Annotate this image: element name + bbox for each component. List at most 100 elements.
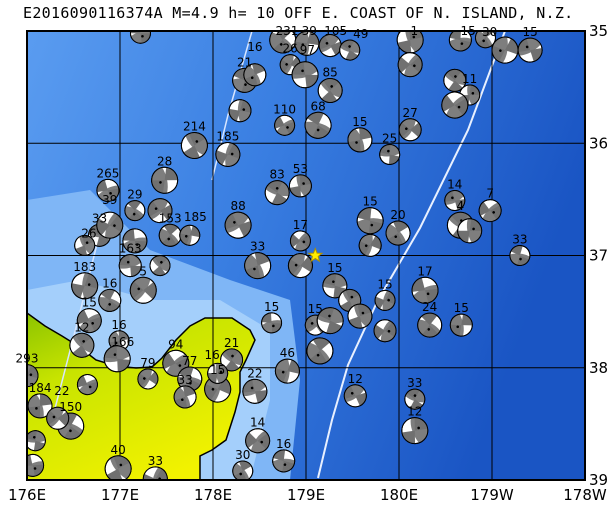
depth-label: 15 bbox=[454, 301, 469, 315]
beachball[interactable] bbox=[288, 174, 312, 198]
beachball[interactable] bbox=[346, 302, 374, 330]
beachball[interactable] bbox=[75, 372, 100, 397]
depth-label: 14 bbox=[250, 416, 265, 430]
beachball[interactable] bbox=[472, 24, 499, 51]
beachball[interactable] bbox=[447, 27, 473, 53]
beachball[interactable] bbox=[91, 207, 128, 244]
beachball[interactable] bbox=[95, 178, 120, 203]
beachball[interactable] bbox=[261, 176, 294, 209]
beachball[interactable] bbox=[94, 285, 125, 316]
beachball[interactable] bbox=[439, 65, 470, 96]
beachball[interactable] bbox=[129, 23, 151, 44]
beachball[interactable] bbox=[411, 276, 440, 305]
beachball[interactable] bbox=[65, 329, 98, 362]
beachball[interactable] bbox=[27, 393, 53, 419]
beachball[interactable] bbox=[378, 143, 402, 167]
beachball[interactable] bbox=[230, 458, 256, 484]
beachball[interactable] bbox=[261, 312, 283, 334]
beachball[interactable] bbox=[342, 382, 369, 409]
depth-label: 20 bbox=[390, 208, 405, 222]
beachball[interactable] bbox=[355, 230, 385, 260]
depth-label: 185 bbox=[184, 210, 207, 224]
beachball[interactable] bbox=[101, 452, 135, 486]
beachball[interactable] bbox=[134, 365, 162, 393]
beachball[interactable] bbox=[313, 303, 348, 338]
beachball[interactable] bbox=[272, 112, 298, 138]
beachball[interactable] bbox=[74, 305, 104, 335]
beachball[interactable] bbox=[516, 36, 544, 64]
beachball[interactable] bbox=[336, 36, 364, 64]
beachball[interactable] bbox=[302, 333, 338, 369]
main-event-star-marker[interactable] bbox=[307, 247, 324, 263]
beachball[interactable] bbox=[284, 249, 318, 283]
beachball[interactable] bbox=[292, 29, 322, 59]
beachball[interactable] bbox=[291, 61, 319, 89]
beachball[interactable] bbox=[316, 31, 344, 59]
beachball[interactable] bbox=[23, 428, 48, 453]
beachball[interactable] bbox=[122, 228, 148, 254]
depth-label: 5 bbox=[139, 264, 147, 278]
beachball[interactable] bbox=[118, 254, 142, 278]
depth-label: 15 bbox=[264, 300, 279, 314]
beachball[interactable] bbox=[172, 384, 198, 410]
depth-label: 15 bbox=[308, 302, 323, 316]
beachball[interactable] bbox=[121, 196, 149, 224]
depth-label: 88 bbox=[230, 199, 245, 213]
beachball[interactable] bbox=[216, 344, 247, 375]
beachball[interactable] bbox=[320, 271, 349, 300]
beachball[interactable] bbox=[226, 97, 253, 124]
beachball[interactable] bbox=[42, 403, 73, 434]
beachball[interactable] bbox=[241, 61, 268, 88]
depth-label: 49 bbox=[353, 27, 368, 41]
beachball[interactable] bbox=[212, 138, 244, 170]
beachball[interactable] bbox=[401, 385, 429, 413]
beachball[interactable] bbox=[270, 447, 297, 474]
beachball[interactable] bbox=[382, 217, 414, 249]
beachball[interactable] bbox=[206, 362, 229, 385]
beachball[interactable] bbox=[371, 287, 398, 314]
beachball[interactable] bbox=[242, 250, 273, 281]
depth-label: 24 bbox=[422, 300, 437, 314]
beachball[interactable] bbox=[265, 22, 301, 58]
beachball[interactable] bbox=[177, 223, 202, 248]
beachball[interactable] bbox=[370, 315, 401, 346]
beachball[interactable] bbox=[144, 194, 177, 227]
beachball[interactable] bbox=[355, 205, 386, 236]
beachball[interactable] bbox=[286, 227, 314, 255]
beachball[interactable] bbox=[347, 127, 373, 153]
beachball[interactable] bbox=[475, 196, 505, 226]
beachball[interactable] bbox=[449, 313, 474, 338]
beachball[interactable] bbox=[413, 308, 447, 342]
beachball[interactable] bbox=[507, 242, 533, 268]
beachball[interactable] bbox=[393, 48, 427, 82]
beachball[interactable] bbox=[150, 166, 179, 195]
beachball[interactable] bbox=[242, 378, 268, 404]
beachball[interactable] bbox=[401, 417, 429, 445]
beachball[interactable] bbox=[313, 74, 347, 108]
depth-label: 12 bbox=[407, 405, 422, 419]
beachball[interactable] bbox=[146, 252, 174, 280]
beachball[interactable] bbox=[68, 269, 101, 302]
depth-label: 39 bbox=[302, 24, 317, 38]
beachball[interactable] bbox=[125, 272, 162, 309]
beachball[interactable] bbox=[222, 209, 255, 242]
beachball[interactable] bbox=[395, 114, 426, 145]
beachball[interactable] bbox=[456, 217, 483, 244]
beachball[interactable] bbox=[272, 356, 303, 387]
beachball[interactable] bbox=[488, 33, 523, 68]
beachball[interactable] bbox=[155, 220, 186, 251]
beachball[interactable] bbox=[73, 233, 97, 257]
depth-label: 21 bbox=[237, 55, 252, 69]
depth-label: 85 bbox=[323, 65, 338, 79]
map-title: E2016090116374A M=4.9 h= 10 OFF E. COAST… bbox=[23, 4, 574, 22]
beachball[interactable] bbox=[177, 128, 212, 163]
lon-tick-label: 179E bbox=[287, 486, 325, 504]
beachball[interactable] bbox=[444, 189, 467, 212]
beachball[interactable] bbox=[300, 107, 336, 143]
beachball[interactable] bbox=[241, 424, 275, 458]
beachball[interactable] bbox=[437, 87, 473, 123]
beachball[interactable] bbox=[13, 361, 41, 389]
depth-label: 97 bbox=[300, 43, 315, 57]
beachball[interactable] bbox=[103, 345, 131, 373]
depth-label: 163 bbox=[119, 242, 142, 256]
